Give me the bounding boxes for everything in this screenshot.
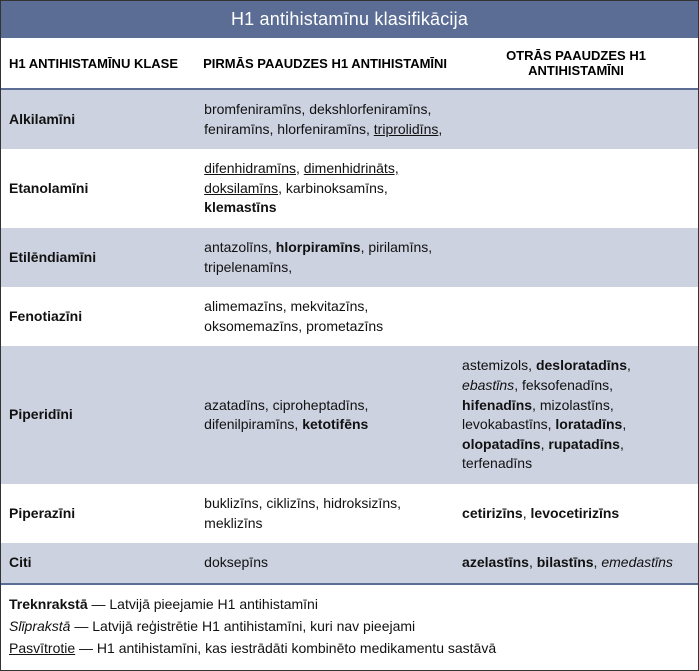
legend-italic-label: Slīprakstā — [9, 618, 70, 634]
legend-italic-text: — Latvijā reģistrētie H1 antihistamīni, … — [70, 618, 415, 634]
drug-name-segment: hlorpiramīns — [276, 239, 361, 255]
classification-table-container: H1 antihistamīnu klasifikācija H1 ANTIHI… — [0, 0, 699, 671]
drug-name-segment: emedastīns — [601, 554, 673, 570]
gen1-cell: difenhidramīns, dimenhidrināts, doksilam… — [196, 149, 454, 228]
drug-name-segment: , — [627, 357, 631, 373]
drug-name-segment: , — [622, 416, 626, 432]
header-gen1: PIRMĀS PAAUDZES H1 ANTIHISTAMĪNI — [196, 38, 454, 89]
table-row: Piperazīnibuklizīns, ciklizīns, hidroksi… — [1, 484, 698, 543]
drug-name-segment: cetirizīns — [462, 505, 523, 521]
drug-name-segment: alimemazīns, mekvitazīns, oksomemazīns, … — [204, 298, 383, 334]
legend-bold-label: Treknrakstā — [9, 596, 88, 612]
drug-name-segment: , karbinoksamīns, — [278, 180, 388, 196]
class-cell: Fenotiazīni — [1, 287, 196, 346]
table-row: Piperidīniazatadīns, ciproheptadīns, dif… — [1, 346, 698, 484]
gen2-cell: astemizols, desloratadīns, ebastīns, fek… — [454, 346, 698, 484]
drug-name-segment: loratadīns — [555, 416, 622, 432]
drug-name-segment: , — [438, 121, 442, 137]
legend-underline: Pasvītrotie — H1 antihistamīni, kas iest… — [9, 638, 690, 659]
drug-name-segment: antazolīns, — [204, 239, 276, 255]
drug-name-segment: triprolidīns — [374, 121, 439, 137]
drug-name-segment: ketotifēns — [302, 416, 368, 432]
legend-italic: Slīprakstā — Latvijā reģistrētie H1 anti… — [9, 616, 690, 637]
gen2-cell: azelastīns, bilastīns, emedastīns — [454, 543, 698, 583]
legend-bold-text: — Latvijā pieejamie H1 antihistamīni — [88, 596, 318, 612]
class-cell: Etilēndiamīni — [1, 228, 196, 287]
gen1-cell: buklizīns, ciklizīns, hidroksizīns, mekl… — [196, 484, 454, 543]
table-title: H1 antihistamīnu klasifikācija — [1, 1, 698, 38]
drug-name-segment: desloratadīns — [536, 357, 627, 373]
class-cell: Etanolamīni — [1, 149, 196, 228]
class-cell: Piperazīni — [1, 484, 196, 543]
classification-table: H1 ANTIHISTAMĪNU KLASE PIRMĀS PAAUDZES H… — [1, 38, 698, 583]
gen1-cell: doksepīns — [196, 543, 454, 583]
gen2-cell — [454, 228, 698, 287]
gen1-cell: alimemazīns, mekvitazīns, oksomemazīns, … — [196, 287, 454, 346]
drug-name-segment: , — [529, 554, 537, 570]
drug-name-segment: levocetirizīns — [531, 505, 620, 521]
drug-name-segment: olopatadīns — [462, 436, 541, 452]
gen2-cell: cetirizīns, levocetirizīns — [454, 484, 698, 543]
drug-name-segment: , — [523, 505, 531, 521]
drug-name-segment: bilastīns — [537, 554, 594, 570]
header-gen2: OTRĀS PAAUDZES H1 ANTIHISTAMĪNI — [454, 38, 698, 89]
drug-name-segment: hifenadīns — [462, 397, 532, 413]
gen2-cell — [454, 89, 698, 149]
gen1-cell: antazolīns, hlorpiramīns, pirilamīns, tr… — [196, 228, 454, 287]
class-cell: Citi — [1, 543, 196, 583]
table-row: Alkilamīnibromfeniramīns, dekshlorfenira… — [1, 89, 698, 149]
table-row: Fenotiazīnialimemazīns, mekvitazīns, oks… — [1, 287, 698, 346]
gen1-cell: bromfeniramīns, dekshlorfeniramīns, feni… — [196, 89, 454, 149]
gen2-cell — [454, 287, 698, 346]
legend-underline-label: Pasvītrotie — [9, 640, 75, 656]
drug-name-segment: doksilamīns — [204, 180, 278, 196]
table-header-row: H1 ANTIHISTAMĪNU KLASE PIRMĀS PAAUDZES H… — [1, 38, 698, 89]
legend-bold: Treknrakstā — Latvijā pieejamie H1 antih… — [9, 594, 690, 615]
drug-name-segment: , feksofenadīns, — [514, 377, 613, 393]
class-cell: Alkilamīni — [1, 89, 196, 149]
table-row: Citi doksepīns azelastīns, bilastīns, emed… — [1, 543, 698, 583]
drug-name-segment: azelastīns — [462, 554, 529, 570]
legend: Treknrakstā — Latvijā pieejamie H1 antih… — [1, 583, 698, 670]
drug-name-segment: dimenhidrināts, — [304, 160, 399, 176]
drug-name-segment: buklizīns, ciklizīns, hidroksizīns, mekl… — [204, 495, 401, 531]
gen1-cell: azatadīns, ciproheptadīns, difenilpiramī… — [196, 346, 454, 484]
drug-name-segment: doksepīns — [204, 554, 268, 570]
table-row: Etilēndiamīniantazolīns, hlorpiramīns, p… — [1, 228, 698, 287]
table-body: Alkilamīnibromfeniramīns, dekshlorfenira… — [1, 89, 698, 583]
drug-name-segment: difenhidramīns — [204, 160, 296, 176]
class-cell: Piperidīni — [1, 346, 196, 484]
drug-name-segment: ebastīns — [462, 377, 514, 393]
drug-name-segment: , — [296, 160, 304, 176]
gen2-cell — [454, 149, 698, 228]
table-row: Etanolamīnidifenhidramīns, dimenhidrināt… — [1, 149, 698, 228]
drug-name-segment: astemizols, — [462, 357, 536, 373]
drug-name-segment: klemastīns — [204, 199, 276, 215]
header-class: H1 ANTIHISTAMĪNU KLASE — [1, 38, 196, 89]
drug-name-segment: rupatadīns — [548, 436, 620, 452]
legend-underline-text: — H1 antihistamīni, kas iestrādāti kombi… — [75, 640, 496, 656]
